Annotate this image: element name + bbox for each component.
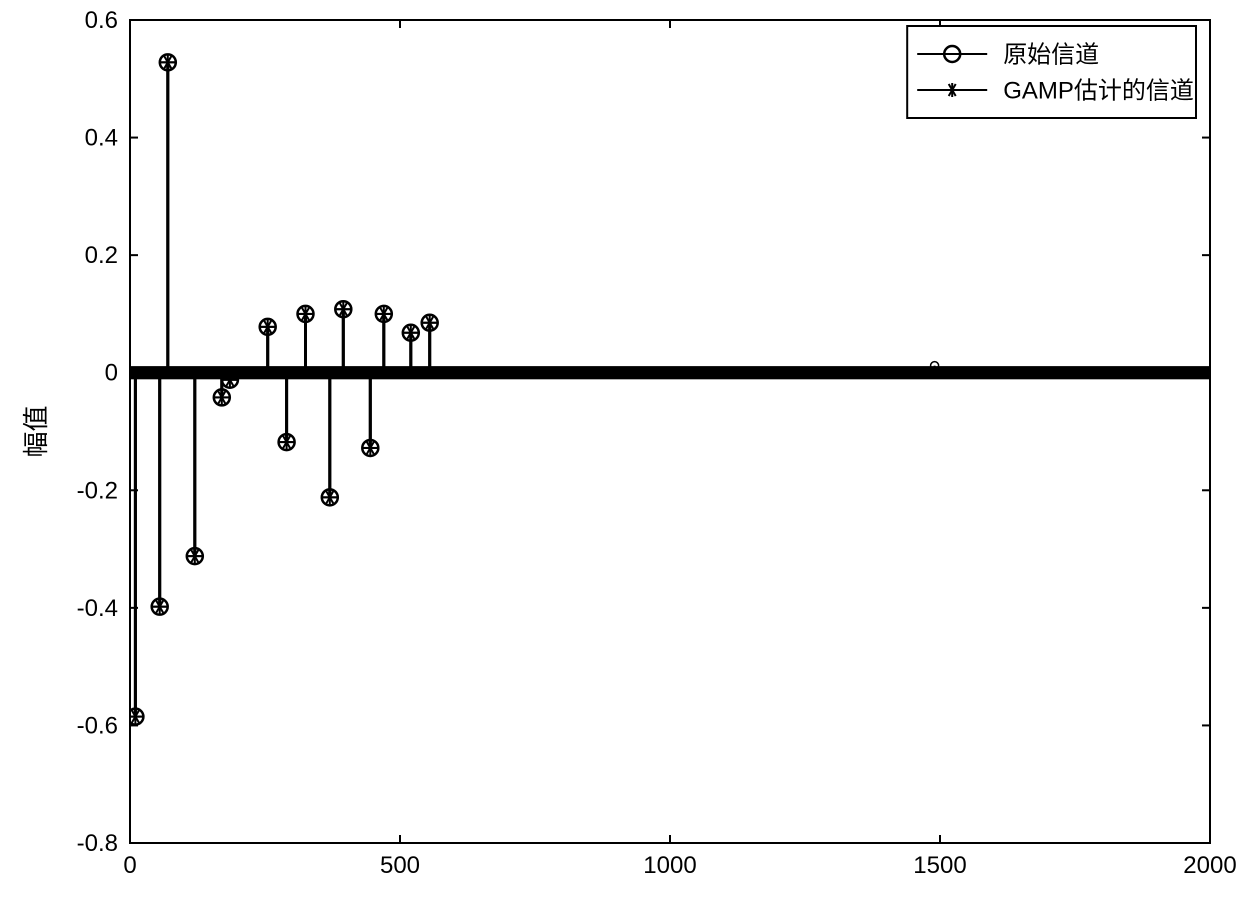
y-tick-label: 0.4 <box>85 125 118 152</box>
legend-label: 原始信道 <box>1003 41 1099 68</box>
x-tick-label: 1000 <box>643 852 696 879</box>
y-tick-label: 0 <box>105 360 118 387</box>
stem-chart: 0 500 1000 1500 2000 -0.8 -0.6 -0.4 -0.2 0 0.2 0.4 0… <box>0 0 1240 903</box>
x-tick-label: 2000 <box>1183 852 1236 879</box>
legend-label: GAMP估计的信道 <box>1003 77 1194 104</box>
y-tick-label: 0.2 <box>85 242 118 269</box>
y-axis-label: 幅值 <box>21 405 51 457</box>
y-tick-label: -0.8 <box>77 830 118 857</box>
legend: 原始信道 GAMP估计的信道 <box>907 26 1196 118</box>
x-tick-label: 500 <box>380 852 420 879</box>
x-tick-label: 1500 <box>913 852 966 879</box>
y-tick-label: -0.6 <box>77 712 118 739</box>
y-tick-label: -0.4 <box>77 595 118 622</box>
x-tick-label: 0 <box>123 852 136 879</box>
y-tick-label: -0.2 <box>77 477 118 504</box>
y-tick-label: 0.6 <box>85 7 118 34</box>
